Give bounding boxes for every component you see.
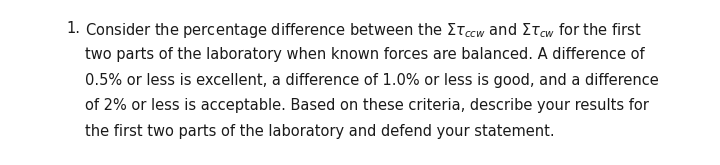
Text: the first two parts of the laboratory and defend your statement.: the first two parts of the laboratory an… — [85, 124, 554, 139]
Text: 0.5% or less is excellent, a difference of 1.0% or less is good, and a differenc: 0.5% or less is excellent, a difference … — [85, 73, 659, 88]
Text: two parts of the laboratory when known forces are balanced. A difference of: two parts of the laboratory when known f… — [85, 47, 644, 62]
Text: 1.: 1. — [66, 21, 80, 36]
Text: of 2% or less is acceptable. Based on these criteria, describe your results for: of 2% or less is acceptable. Based on th… — [85, 98, 649, 113]
Text: Consider the percentage difference between the $\Sigma\tau_{ccw}$ and $\Sigma\ta: Consider the percentage difference betwe… — [85, 21, 642, 40]
